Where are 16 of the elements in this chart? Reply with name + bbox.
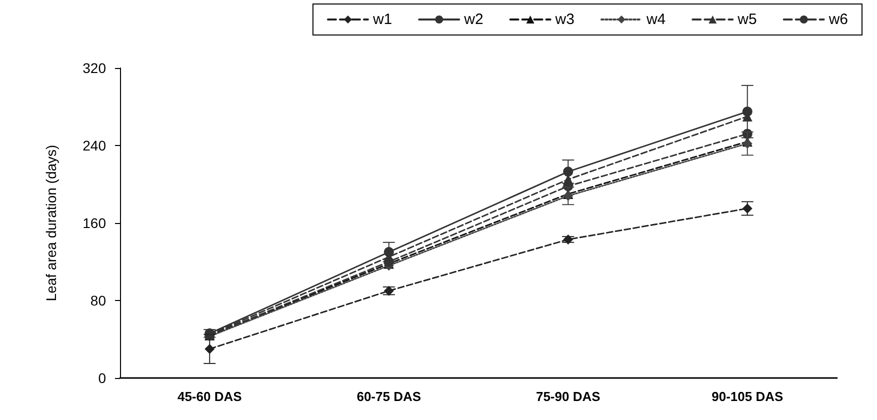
y-tick-label: 80: [90, 292, 106, 308]
legend-label: w1: [372, 11, 392, 28]
legend-label: w6: [828, 11, 848, 28]
x-tick-label: 60-75 DAS: [356, 389, 422, 404]
legend-label: w5: [736, 11, 757, 28]
y-tick-label: 160: [82, 215, 106, 231]
y-tick-label: 240: [82, 138, 106, 154]
y-axis-title: Leaf area duration (days): [43, 144, 59, 302]
x-tick-label: 45-60 DAS: [177, 389, 242, 404]
legend-label: w2: [463, 11, 484, 28]
y-tick-label: 320: [82, 60, 106, 76]
x-tick-label: 90-105 DAS: [712, 389, 784, 404]
legend-label: w3: [554, 11, 574, 28]
x-tick-label: 75-90 DAS: [536, 389, 601, 404]
y-tick-label: 0: [98, 370, 106, 386]
legend-label: w4: [645, 11, 666, 28]
